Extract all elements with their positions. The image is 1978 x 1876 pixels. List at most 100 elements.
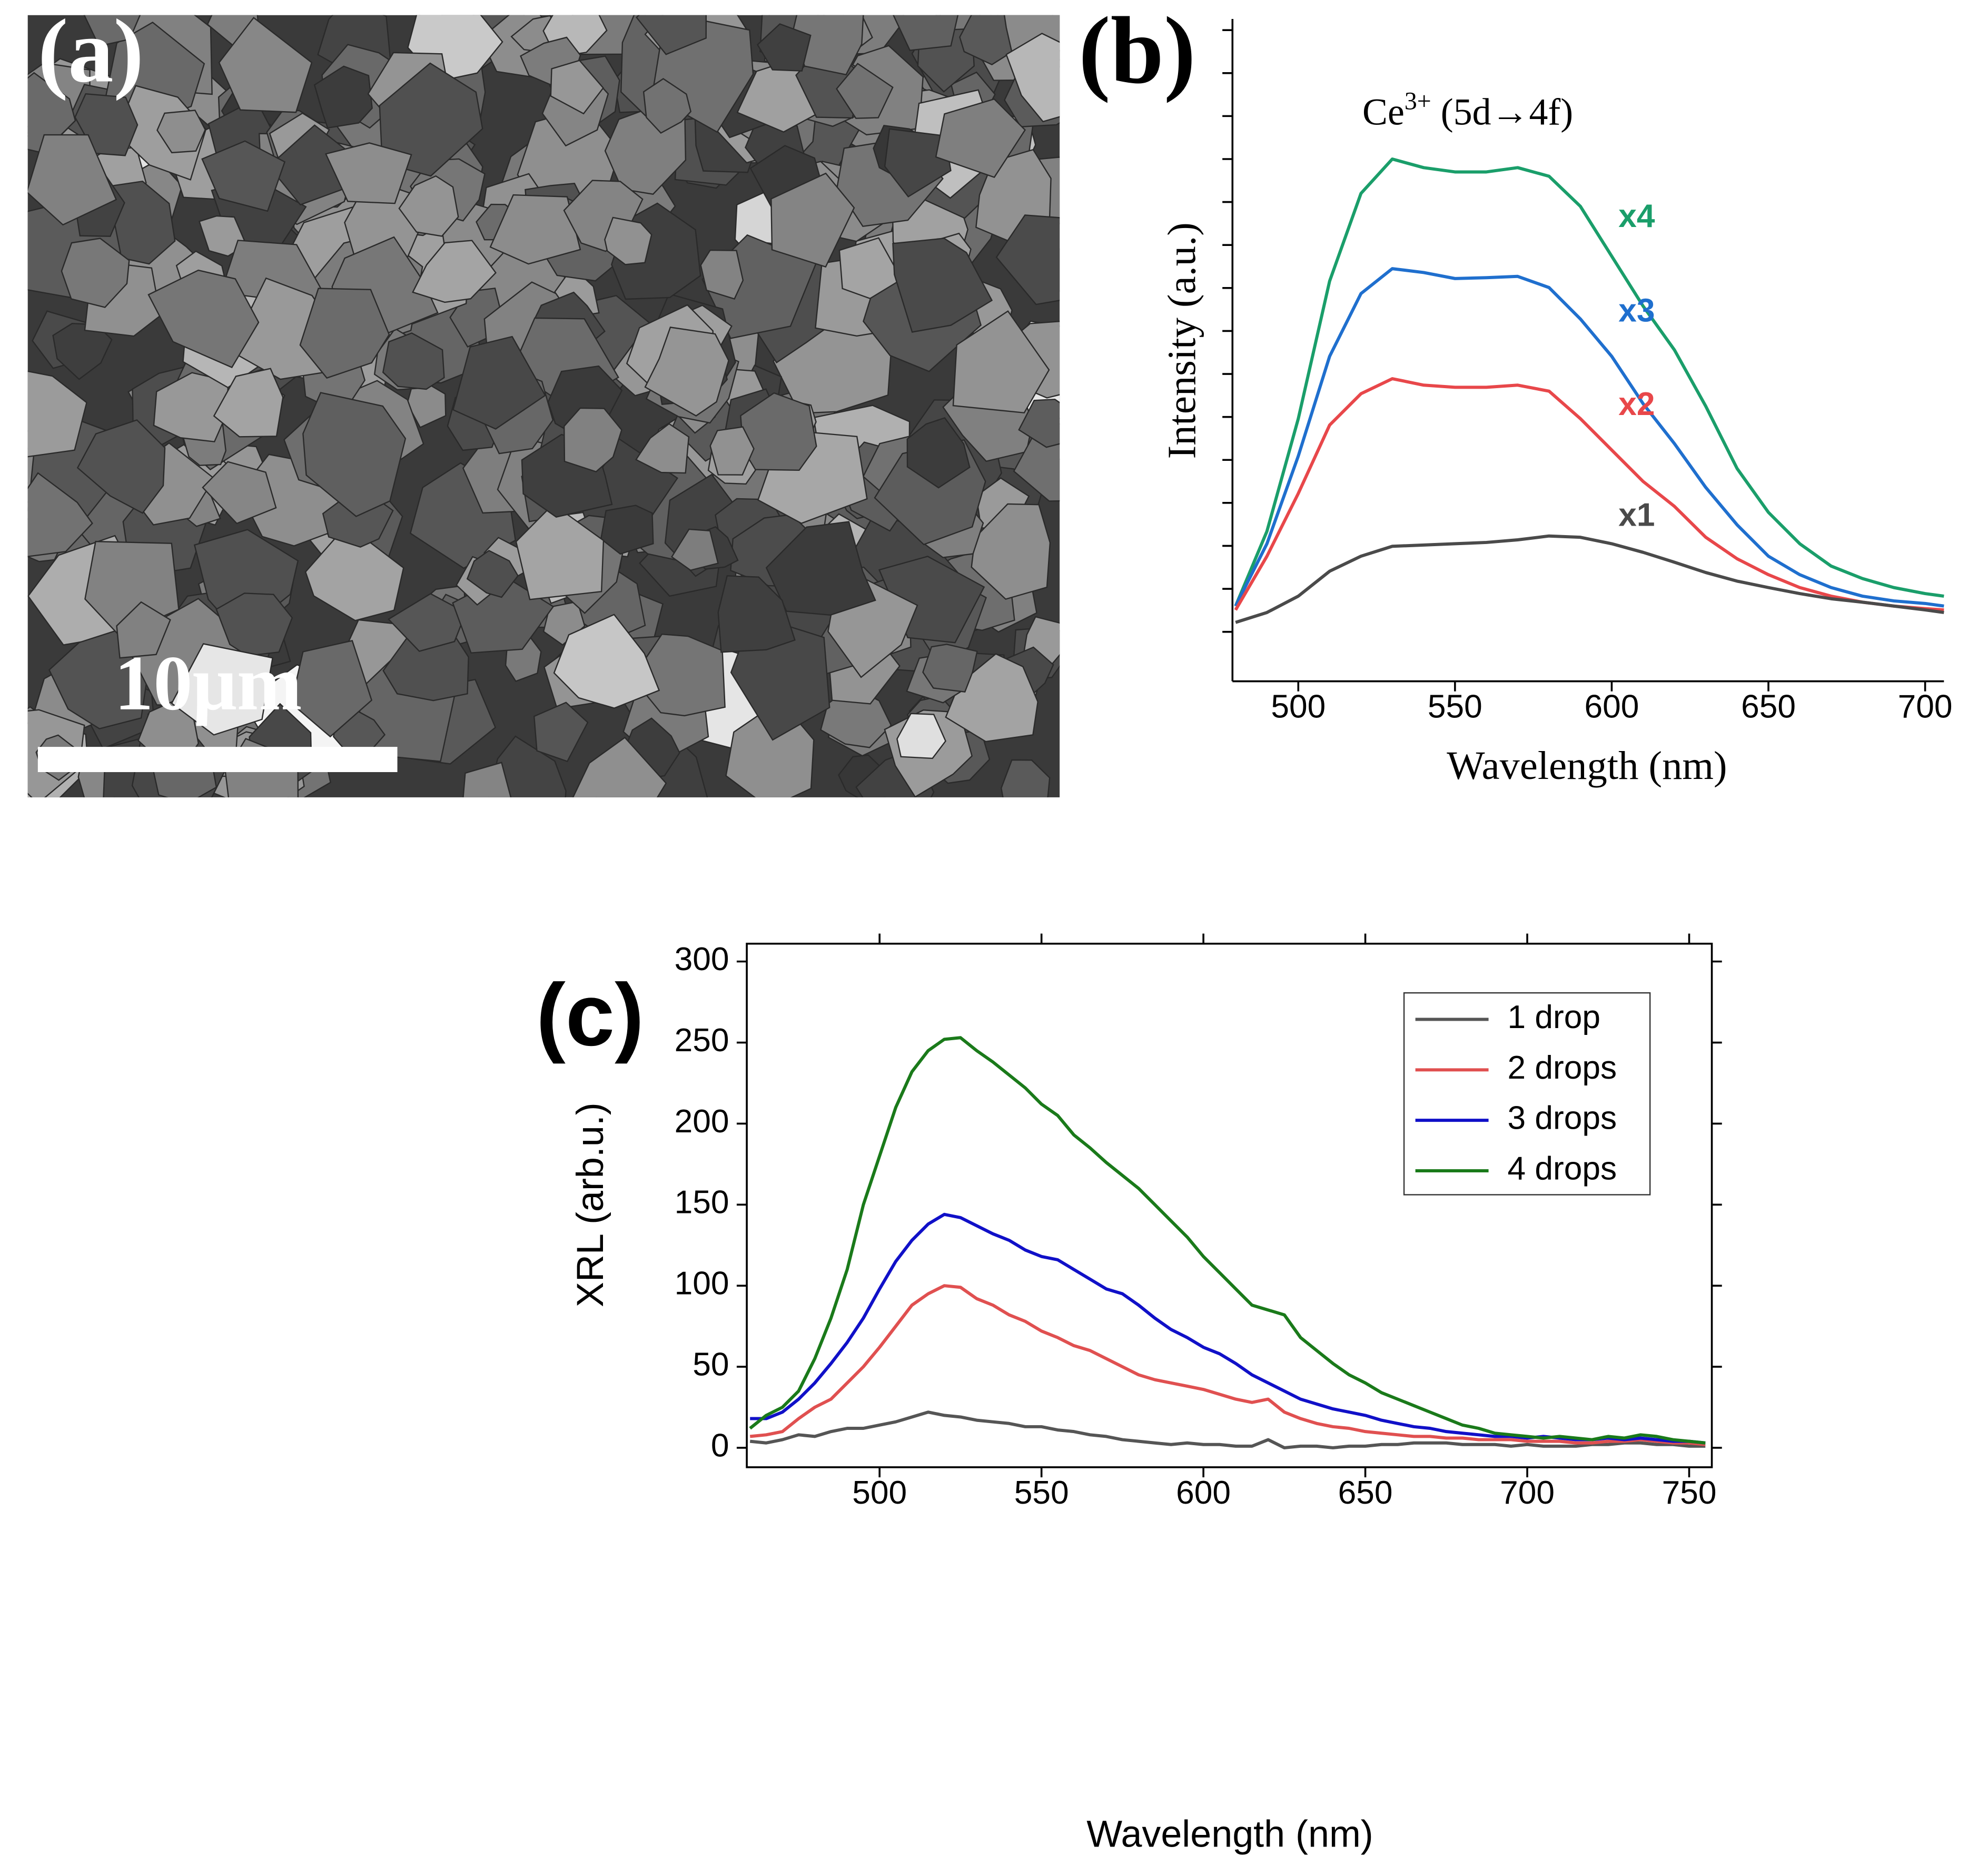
crystal (644, 327, 729, 417)
crystal (572, 736, 667, 797)
crystal (756, 23, 812, 72)
series-line (749, 1410, 1706, 1449)
crystal (387, 593, 467, 652)
crystal (553, 614, 660, 709)
legend-label: 3 drops (1508, 1100, 1617, 1137)
crystal (466, 549, 519, 598)
x-tick-label: 550 (1014, 1475, 1069, 1511)
series-label: x1 (1618, 497, 1655, 534)
x-tick-label: 550 (1428, 689, 1482, 725)
crystal (952, 310, 1050, 414)
crystal (213, 368, 284, 438)
crystal (452, 335, 546, 430)
crystal (892, 238, 993, 333)
crystal (717, 575, 796, 653)
crystal (700, 249, 744, 300)
crystal (302, 392, 407, 517)
legend-label: 4 drops (1508, 1150, 1617, 1187)
annotation-sup: 3+ (1405, 87, 1431, 115)
crystal (906, 417, 971, 489)
crystal (838, 237, 903, 300)
crystal (971, 503, 1051, 600)
series-line (1234, 157, 1944, 607)
crystal (382, 332, 445, 390)
crystal (76, 419, 166, 514)
crystal (290, 639, 373, 738)
crystal (201, 140, 286, 212)
series-line (749, 1284, 1706, 1446)
series-line (1235, 534, 1944, 624)
y-tick-label: 100 (675, 1266, 729, 1302)
series-label: x4 (1618, 198, 1655, 234)
legend-box (1403, 992, 1651, 1196)
x-tick-label: 650 (1338, 1475, 1393, 1511)
crystal (884, 128, 952, 198)
crystal (550, 60, 605, 115)
series-line (1234, 267, 1944, 608)
crystal (462, 762, 512, 797)
crystal (202, 461, 277, 525)
crystal (836, 63, 894, 119)
sem-panel: (a) 10μm (27, 1, 1060, 797)
crystal (765, 521, 876, 616)
series-line (749, 1036, 1706, 1445)
crystal (922, 644, 978, 693)
x-tick-label: 500 (1271, 689, 1326, 725)
series-line (1234, 377, 1944, 612)
y-tick-label: 200 (675, 1103, 729, 1140)
crystal (156, 110, 206, 154)
crystal (709, 426, 755, 476)
y-tick-label: 0 (711, 1427, 729, 1464)
crystal (27, 370, 87, 458)
legend-label: 1 drop (1508, 999, 1601, 1035)
crystals (27, 15, 1060, 797)
y-tick-label: 250 (675, 1022, 729, 1059)
crystal (670, 528, 719, 571)
crystal (563, 407, 622, 473)
x-axis-label: Wavelength (nm) (1086, 1813, 1373, 1855)
crystal (299, 288, 390, 379)
y-tick-label: 300 (675, 941, 729, 978)
y-axis-label: Intensity (a.u.) (1159, 222, 1204, 459)
y-axis-label: XRL (arb.u.) (569, 1102, 611, 1307)
x-axis-label: Wavelength (nm) (1447, 743, 1727, 788)
crystal (27, 134, 117, 226)
annotation-base: Ce (1362, 91, 1405, 133)
crystal (147, 269, 260, 369)
crystal (945, 653, 1039, 743)
crystal (153, 372, 229, 442)
y-tick-label: 50 (693, 1347, 729, 1383)
crystal (935, 98, 1026, 179)
crystal (218, 16, 313, 113)
series-label: x3 (1618, 293, 1655, 329)
crystal (896, 713, 946, 759)
crystal (893, 15, 959, 51)
crystal (171, 643, 274, 736)
crystal (635, 423, 690, 474)
crystal (412, 240, 497, 303)
legend-label: 2 drops (1508, 1050, 1617, 1086)
crystal (600, 505, 654, 555)
crystal (27, 72, 76, 154)
crystal (1018, 398, 1060, 448)
crystal (959, 15, 1013, 66)
x-tick-label: 650 (1741, 689, 1796, 725)
crystal (642, 78, 692, 134)
scale-bar-label: 10μm (114, 640, 302, 727)
panel-label: (a) (38, 1, 144, 102)
crystal (325, 142, 412, 204)
series-label: x2 (1618, 386, 1655, 422)
crystal (52, 322, 113, 380)
x-tick-label: 600 (1176, 1475, 1231, 1511)
crystal (1005, 33, 1060, 123)
x-tick-label: 750 (1662, 1475, 1717, 1511)
y-tick-label: 150 (675, 1184, 729, 1221)
crystal (379, 62, 483, 177)
panel-label: (c) (536, 965, 644, 1064)
crystal (487, 735, 567, 797)
crystal (116, 601, 171, 659)
panel-label: (b) (1079, 0, 1196, 104)
crystal (770, 172, 855, 268)
x-tick-label: 700 (1500, 1475, 1555, 1511)
